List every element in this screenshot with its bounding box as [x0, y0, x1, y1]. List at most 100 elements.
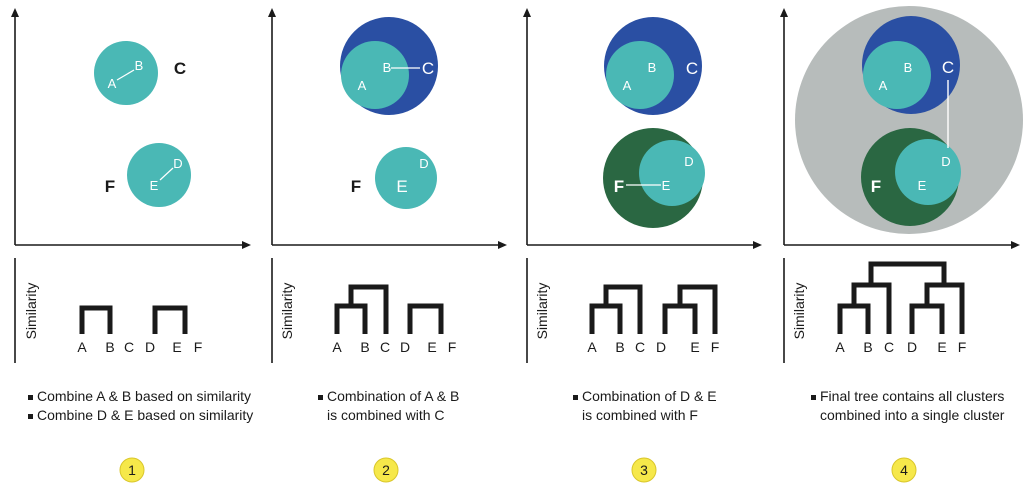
badge-circle	[373, 457, 399, 483]
point-label-a: A	[108, 76, 117, 91]
point-label-e: E	[150, 178, 159, 193]
leaf-label-c: C	[380, 339, 390, 355]
cluster-de	[375, 147, 437, 209]
point-label-b: B	[383, 60, 392, 75]
leaf-label-d: D	[400, 339, 410, 355]
scatter-plot-2: A B C D E F	[268, 8, 507, 249]
cluster-de	[127, 143, 191, 207]
point-label-f: F	[614, 177, 624, 196]
link-de	[662, 303, 698, 334]
point-label-b: B	[648, 60, 657, 75]
similarity-label: Similarity	[791, 283, 807, 340]
leaf-label-c: C	[884, 339, 894, 355]
link-de	[909, 303, 945, 334]
similarity-label: Similarity	[534, 283, 550, 340]
dendrogram-links	[589, 284, 718, 334]
caption-line-2: Combine D & E based on similarity	[37, 407, 253, 423]
leaf-label-f: F	[958, 339, 967, 355]
link-de	[152, 305, 188, 334]
point-label-f: F	[871, 177, 881, 196]
caption-line-1: Combine A & B based on similarity	[37, 388, 251, 404]
y-axis-arrow	[268, 8, 276, 17]
leaf-label-b: B	[105, 339, 114, 355]
leaf-label-f: F	[711, 339, 720, 355]
cluster-de	[895, 139, 961, 205]
cluster-de	[639, 140, 705, 206]
point-label-d: D	[419, 156, 428, 171]
link-d-e	[159, 167, 174, 181]
leaf-label-e: E	[937, 339, 946, 355]
point-label-a: A	[879, 78, 888, 93]
leaf-label-b: B	[863, 339, 872, 355]
point-label-d: D	[684, 154, 693, 169]
scatter-plot-4: A B C D E F	[780, 6, 1023, 249]
x-axis-arrow	[1011, 241, 1020, 249]
panel-2: A B C D E F Similarity A B C D E F Co	[268, 8, 507, 483]
badge-circle	[891, 457, 917, 483]
caption-line-1: Final tree contains all clusters	[820, 388, 1004, 404]
step-badge-1: 1	[119, 457, 145, 483]
scatter-plot-1: A B C D E F	[11, 8, 251, 249]
cluster-ab	[341, 41, 409, 109]
step-number: 2	[382, 462, 390, 478]
caption-1: Combine A & B based on similarity Combin…	[28, 388, 253, 423]
point-label-f: F	[105, 177, 115, 196]
y-axis-arrow	[523, 8, 531, 17]
link-abc	[603, 284, 643, 334]
step-badge-2: 2	[373, 457, 399, 483]
panel-4: A B C D E F Similarity A B C D E	[780, 6, 1023, 483]
dendrogram-4: Similarity A B C D E F	[783, 258, 967, 363]
bullet	[318, 395, 323, 400]
bullet	[811, 395, 816, 400]
dendrogram-links	[79, 305, 188, 334]
caption-line-2: is combined with F	[582, 407, 698, 423]
step-number: 4	[900, 462, 908, 478]
point-label-d: D	[173, 156, 182, 171]
point-label-c: C	[174, 59, 186, 78]
leaf-label-d: D	[656, 339, 666, 355]
point-label-b: B	[135, 58, 144, 73]
x-axis-arrow	[753, 241, 762, 249]
leaf-label-e: E	[690, 339, 699, 355]
point-label-c: C	[422, 59, 434, 78]
point-label-a: A	[358, 78, 367, 93]
panel-1: A B C D E F Similarity A B C D E F Comb	[11, 8, 253, 483]
leaf-label-a: A	[77, 339, 87, 355]
similarity-label: Similarity	[279, 283, 295, 340]
leaf-label-c: C	[124, 339, 134, 355]
leaf-label-a: A	[587, 339, 597, 355]
leaf-label-a: A	[835, 339, 845, 355]
dendrogram-2: Similarity A B C D E F	[271, 258, 456, 363]
point-label-c: C	[942, 58, 954, 77]
dendrogram-links	[837, 261, 965, 334]
leaf-label-f: F	[194, 339, 203, 355]
point-label-e: E	[662, 178, 671, 193]
cluster-ab	[94, 41, 158, 105]
panel-3: A B C D E F Similarity A B C D E F	[523, 8, 762, 483]
bullet	[573, 395, 578, 400]
step-number: 3	[640, 462, 648, 478]
y-axis-arrow	[780, 8, 788, 17]
caption-line-1: Combination of A & B	[327, 388, 459, 404]
point-label-d: D	[941, 154, 950, 169]
point-label-e: E	[396, 177, 407, 196]
point-label-a: A	[623, 78, 632, 93]
leaf-label-d: D	[907, 339, 917, 355]
dendrogram-3: Similarity A B C D E F	[526, 258, 720, 363]
link-abc	[348, 284, 389, 334]
link-abcdef	[868, 261, 947, 285]
caption-line-2: combined into a single cluster	[820, 407, 1005, 423]
leaf-label-d: D	[145, 339, 155, 355]
caption-line-2: is combined with C	[327, 407, 445, 423]
x-axis-arrow	[498, 241, 507, 249]
caption-3: Combination of D & E is combined with F	[573, 388, 717, 423]
caption-2: Combination of A & B is combined with C	[318, 388, 459, 423]
point-label-b: B	[904, 60, 913, 75]
dendrogram-links	[334, 284, 444, 334]
link-ab	[79, 305, 113, 334]
x-axis-arrow	[242, 241, 251, 249]
bullet	[28, 414, 33, 419]
link-a-b	[116, 69, 135, 81]
leaf-label-a: A	[332, 339, 342, 355]
